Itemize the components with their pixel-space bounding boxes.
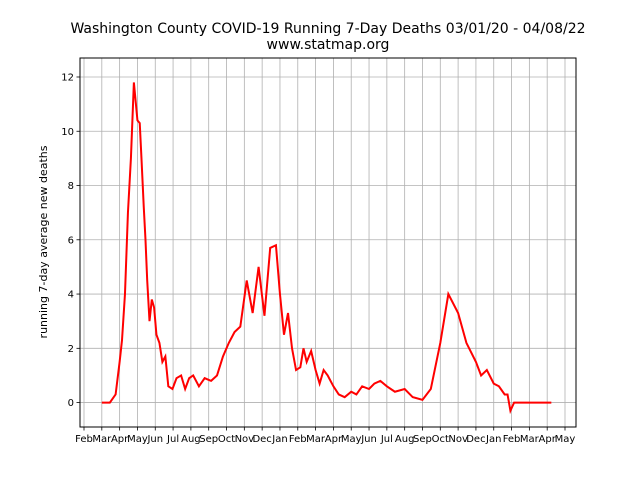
y-tick-label: 4 (68, 290, 74, 301)
x-tick-label: May (555, 434, 576, 445)
x-tick-label: Jun (146, 434, 163, 445)
y-axis: 0 2 4 6 8 10 12 (61, 72, 80, 409)
chart-title: Washington County COVID-19 Running 7-Day… (70, 21, 585, 37)
x-tick-label: Nov (235, 434, 255, 445)
x-tick-label: Jul (166, 434, 179, 445)
x-tick-label: Apr (539, 434, 557, 445)
x-tick-label: Jan (271, 434, 287, 445)
x-tick-label: May (341, 434, 362, 445)
x-tick-label: Jun (360, 434, 377, 445)
x-tick-label: Feb (503, 434, 521, 445)
x-tick-label: Oct (218, 434, 235, 445)
plot-frame (79, 57, 577, 428)
chart-subtitle: www.statmap.org (267, 37, 390, 53)
y-tick-label: 0 (68, 398, 74, 409)
x-tick-label: Mar (92, 434, 112, 445)
x-tick-label: Dec (252, 434, 271, 445)
x-tick-label: Nov (448, 434, 468, 445)
x-tick-label: Aug (395, 434, 415, 445)
y-tick-label: 6 (68, 235, 74, 246)
x-tick-label: Apr (325, 434, 343, 445)
y-tick-label: 10 (61, 127, 74, 138)
x-tick-label: Jan (485, 434, 501, 445)
y-tick-label: 8 (68, 181, 74, 192)
x-tick-label: Jul (380, 434, 393, 445)
x-tick-label: Feb (289, 434, 307, 445)
x-tick-label: Apr (111, 434, 129, 445)
series-line (101, 82, 552, 415)
y-axis-label: running 7-day average new deaths (37, 145, 50, 338)
grid-lines (80, 58, 576, 427)
y-tick-label: 12 (61, 72, 74, 83)
x-tick-label: Feb (75, 434, 93, 445)
y-tick-label: 2 (68, 344, 74, 355)
x-tick-label: May (127, 434, 148, 445)
x-tick-label: Sep (199, 434, 218, 445)
x-tick-label: Sep (413, 434, 432, 445)
x-tick-label: Aug (181, 434, 201, 445)
x-tick-label: Mar (306, 434, 326, 445)
x-tick-label: Mar (520, 434, 540, 445)
x-tick-label: Dec (466, 434, 485, 445)
x-tick-label: Oct (432, 434, 449, 445)
